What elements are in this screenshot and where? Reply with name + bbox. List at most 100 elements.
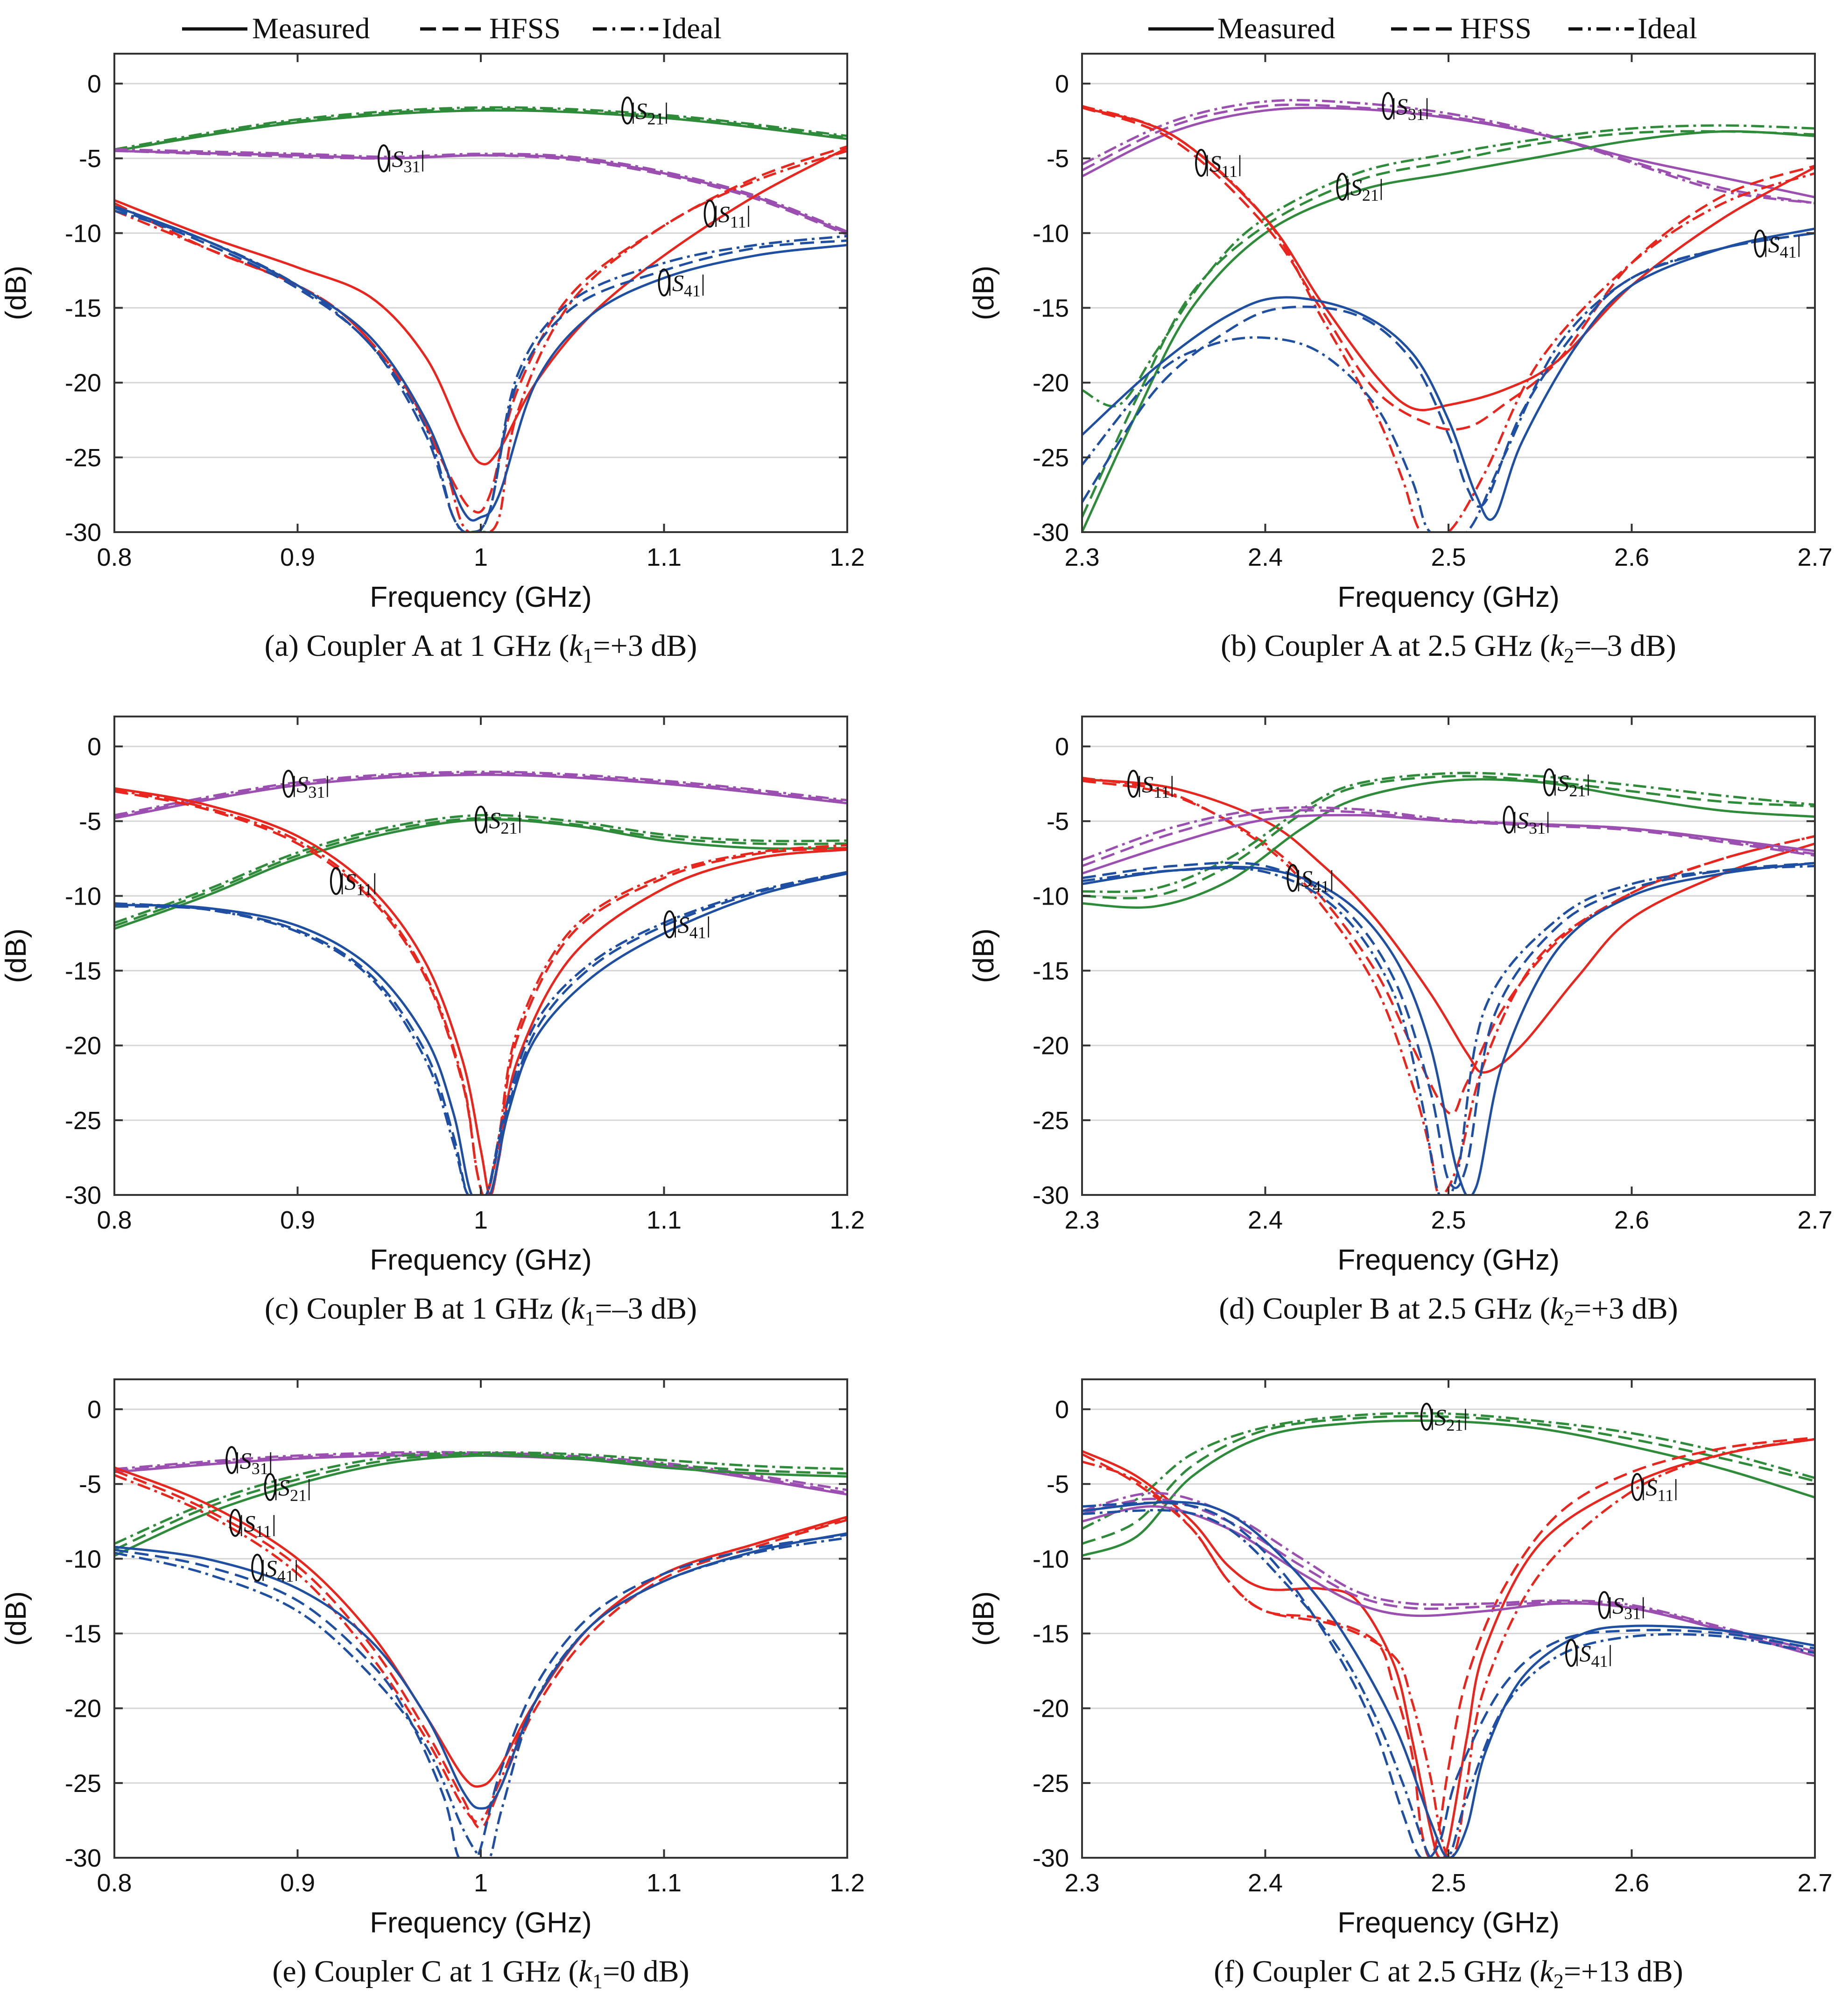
y-tick-label-b-2: -10 (1033, 219, 1069, 247)
y-tick-label-f-2: -10 (1033, 1545, 1069, 1573)
series-b-s11-measured (1082, 106, 1815, 412)
series-f-s21-hfss (1082, 1415, 1815, 1545)
annotation-symbol: S (392, 146, 403, 172)
annotation-bar-left: | (261, 1555, 266, 1581)
x-tick-label-f-0: 2.3 (1064, 1869, 1099, 1897)
annotation-label-c-s11: |S11| (340, 868, 377, 899)
annotation-subscript: 21 (501, 819, 518, 837)
annotation-d-s21: |S21| (1543, 768, 1590, 800)
annotation-bar-left: | (1137, 771, 1142, 797)
annotation-subscript: 21 (290, 1486, 307, 1505)
annotation-a-s31: |S31| (377, 144, 425, 176)
annotation-e-s31: |S31| (225, 1446, 273, 1478)
series-e-s21-measured (114, 1454, 847, 1557)
annotation-bar-left: | (1430, 1404, 1434, 1430)
panels: 0.8 0.9 1 1.1 1.2 0 -5 -10 -15 -20 -25 -30 Frequency… (0, 53, 1833, 1993)
caption-d: (d) Coupler B at 2.5 GHz (k2=+3 dB) (1219, 1292, 1678, 1330)
caption-a: (a) Coupler A at 1 GHz (k1=+3 dB) (265, 629, 697, 667)
chart-panel-c: 0.8 0.9 1 1.1 1.2 0 -5 -10 -15 -20 -25 -30 Frequency… (0, 716, 865, 1330)
annotation-bar-left: | (1764, 231, 1768, 257)
annotation-label-b-s21: |S21| (1346, 174, 1384, 204)
series-b-s31-ideal (1082, 99, 1815, 204)
series-d-s21-measured (1082, 778, 1815, 909)
annotation-marker-f-s41 (1565, 1639, 1577, 1667)
series-a-s11-ideal (114, 149, 847, 532)
annotation-marker-d-s31 (1503, 806, 1515, 834)
y-tick-label-d-0: 0 (1055, 733, 1069, 761)
x-tick-label-f-1: 2.4 (1248, 1869, 1283, 1897)
series-b-s21-ideal (1082, 124, 1815, 407)
caption-sub-e: 1 (592, 1970, 603, 1993)
annotation-subscript: 11 (1221, 162, 1237, 181)
x-tick-label-f-3: 2.6 (1614, 1869, 1649, 1897)
chart-panel-a: 0.8 0.9 1 1.1 1.2 0 -5 -10 -15 -20 -25 -30 Frequency… (0, 53, 865, 667)
annotation-label-b-s31: |S31| (1392, 93, 1429, 124)
chart-panel-e: 0.8 0.9 1 1.1 1.2 0 -5 -10 -15 -20 -25 -30 Frequency… (0, 1378, 865, 1993)
y-tick-label-e-5: -25 (65, 1770, 101, 1798)
x-axis-title-a: Frequency (GHz) (370, 581, 591, 613)
annotation-bar-left: | (673, 912, 678, 938)
annotation-symbol: S (1579, 1640, 1591, 1666)
annotation-bar-right: | (706, 912, 711, 938)
annotation-a-s11: |S11| (703, 199, 751, 232)
annotation-c-s31: |S31| (282, 770, 330, 801)
annotation-label-a-s21: |S21| (631, 98, 668, 128)
series-e-s11-measured (114, 1466, 847, 1788)
y-axis-title-d: (dB) (968, 928, 1000, 983)
annotation-symbol: S (1350, 174, 1362, 200)
annotation-subscript: 41 (1313, 877, 1329, 896)
x-tick-label-e-2: 1 (474, 1869, 488, 1897)
annotation-f-s41: |S41| (1565, 1639, 1612, 1671)
caption-e: (e) Coupler C at 1 GHz (k1=0 dB) (272, 1954, 689, 1993)
series-f-s41-measured (1082, 1501, 1815, 1858)
annotation-bar-right: | (1463, 1404, 1468, 1430)
annotation-bar-right: | (664, 98, 669, 124)
annotation-subscript: 31 (1529, 819, 1546, 837)
annotation-label-a-s41: |S41| (668, 270, 705, 300)
y-tick-label-d-4: -20 (1033, 1032, 1069, 1060)
x-tick-label-c-2: 1 (474, 1206, 488, 1234)
x-tick-label-b-4: 2.7 (1797, 543, 1832, 571)
series-c-s31-ideal (114, 770, 847, 816)
annotation-bar-right: | (701, 270, 705, 296)
legend-label-measured: Measured (252, 12, 370, 45)
legend-entry-hfss: HFSS (420, 12, 561, 45)
annotation-d-s31: |S31| (1503, 806, 1550, 837)
annotation-marker-a-s21 (621, 96, 633, 125)
annotation-subscript: 11 (356, 880, 373, 899)
series-a-s41-measured (114, 205, 847, 522)
annotation-bar-right: | (268, 1447, 273, 1474)
annotation-marker-e-s11 (229, 1509, 242, 1537)
y-tick-label-b-3: -15 (1033, 295, 1069, 323)
annotation-b-s11: |S11| (1195, 148, 1242, 181)
y-axis-title-a: (dB) (0, 266, 32, 320)
caption-post-e: =0 dB) (603, 1954, 689, 1988)
y-tick-label-d-2: -10 (1033, 882, 1069, 910)
annotation-label-d-s11: |S11| (1137, 771, 1174, 801)
series-group-d (1082, 772, 1815, 1195)
series-a-s21-ideal (114, 106, 847, 151)
caption-k-d: k (1550, 1292, 1565, 1326)
annotation-d-s41: |S41| (1287, 864, 1334, 896)
annotation-subscript: 41 (1591, 1652, 1608, 1671)
annotation-label-e-s31: |S31| (235, 1447, 273, 1478)
x-tick-label-f-2: 2.5 (1431, 1869, 1466, 1897)
annotation-symbol: S (344, 868, 356, 894)
y-tick-label-b-5: -25 (1033, 444, 1069, 472)
series-e-s41-hfss (114, 1533, 847, 1858)
y-tick-label-f-1: -5 (1047, 1470, 1069, 1498)
series-d-s21-ideal (1082, 772, 1815, 893)
annotation-f-s31: |S31| (1598, 1591, 1645, 1623)
annotation-label-f-s41: |S41| (1575, 1640, 1612, 1671)
annotation-bar-right: | (746, 201, 751, 227)
x-tick-label-e-3: 1.1 (647, 1869, 682, 1897)
annotation-bar-left: | (1205, 150, 1209, 176)
series-e-s41-ideal (114, 1537, 847, 1858)
caption-post-f: =+13 dB) (1564, 1954, 1683, 1988)
series-b-s41-hfss (1082, 232, 1815, 508)
caption-text-e: (e) Coupler C at 1 GHz ( (272, 1954, 578, 1988)
series-b-s41-measured (1082, 227, 1815, 521)
annotation-marker-a-s11 (703, 199, 716, 228)
series-d-s21-hfss (1082, 775, 1815, 899)
annotation-subscript: 21 (1446, 1416, 1463, 1434)
